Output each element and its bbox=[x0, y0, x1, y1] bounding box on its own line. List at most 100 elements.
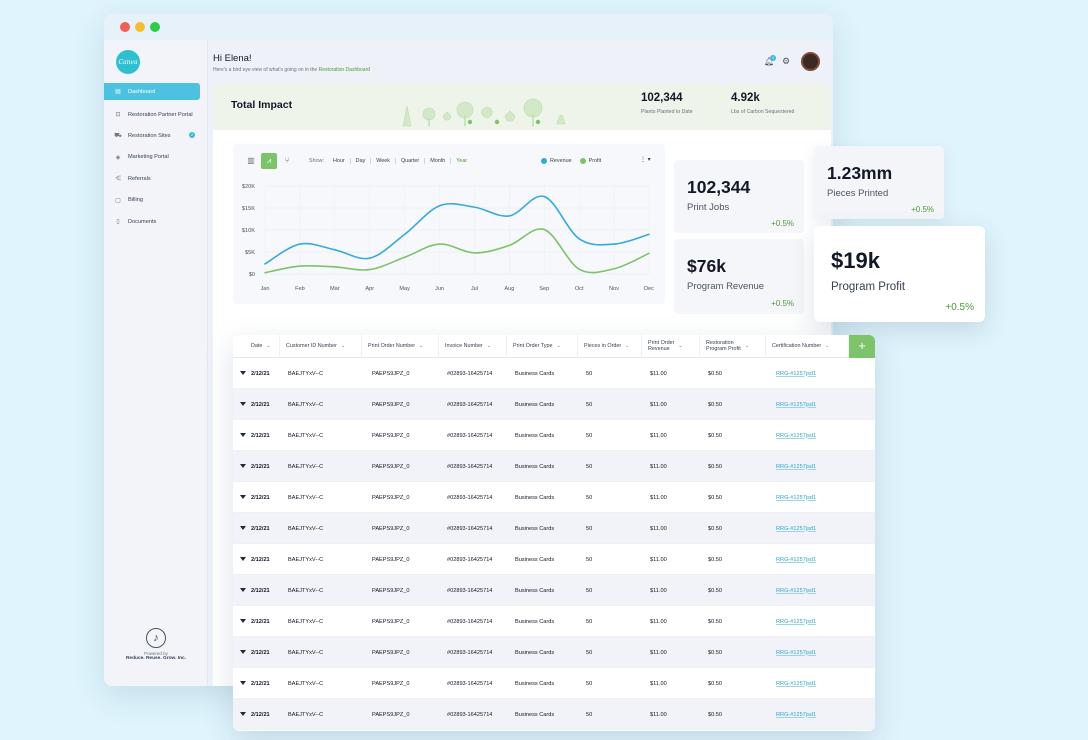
minimize-window-button[interactable] bbox=[135, 22, 145, 32]
bar-chart-icon[interactable]: ▥ bbox=[247, 156, 255, 165]
sort-chevron-icon[interactable]: ⌄ bbox=[419, 342, 424, 349]
cell-certification-number[interactable]: RRG-#1257jsd1 bbox=[776, 711, 817, 718]
table-row[interactable]: 2/12/21 BAEJTYxV--C PAEPS9JPZ_0 #02893-1642… bbox=[233, 637, 875, 668]
period-day[interactable]: Day bbox=[351, 158, 372, 164]
sidebar-item-dashboard[interactable]: ▤ Dashboard bbox=[104, 83, 200, 100]
cell-customer-id: BAEJTYxV--C bbox=[288, 463, 324, 470]
cell-customer-id: BAEJTYxV--C bbox=[288, 587, 324, 594]
expand-row-icon[interactable] bbox=[240, 464, 246, 468]
expand-row-icon[interactable] bbox=[240, 588, 246, 592]
bell-icon[interactable]: 🔔︎ bbox=[764, 57, 775, 66]
cell-certification-number[interactable]: RRG-#1257jsd1 bbox=[776, 494, 817, 501]
period-hour[interactable]: Hour bbox=[328, 158, 351, 164]
column-header-certification-number[interactable]: Certification Number ⌄ bbox=[766, 335, 849, 358]
column-header-print-order-number[interactable]: Print Order Number ⌄ bbox=[362, 335, 439, 358]
cell-certification-number[interactable]: RRG-#1257jsd1 bbox=[776, 370, 817, 377]
gear-icon[interactable]: ⚙ bbox=[782, 56, 791, 66]
expand-row-icon[interactable] bbox=[240, 371, 246, 375]
sort-chevron-icon[interactable]: ⌄ bbox=[266, 342, 271, 349]
close-window-button[interactable] bbox=[120, 22, 130, 32]
legend-profit[interactable]: Profit bbox=[588, 158, 602, 164]
period-year[interactable]: Year bbox=[456, 158, 468, 164]
sidebar-item-restoration-partner-portal[interactable]: ⊡ Restoration Partner Portal bbox=[104, 104, 200, 125]
sort-chevron-icon[interactable]: ⌄ bbox=[825, 342, 830, 349]
expand-row-icon[interactable] bbox=[240, 681, 246, 685]
period-week[interactable]: Week bbox=[371, 158, 396, 164]
avatar[interactable] bbox=[801, 52, 820, 71]
expand-row-icon[interactable] bbox=[240, 526, 246, 530]
table-row[interactable]: 2/12/21 BAEJTYxV--C PAEPS9JPZ_0 #02893-1642… bbox=[233, 451, 875, 482]
cell-print-order-revenue: $11.00 bbox=[650, 370, 667, 377]
cell-certification-number[interactable]: RRG-#1257jsd1 bbox=[776, 401, 817, 408]
expand-row-icon[interactable] bbox=[240, 557, 246, 561]
show-label: Show: bbox=[309, 158, 324, 164]
table-row[interactable]: 2/12/21 BAEJTYxV--C PAEPS9JPZ_0 #02893-1642… bbox=[233, 420, 875, 451]
canva-logo[interactable]: Canva bbox=[116, 50, 140, 74]
line-chart-icon[interactable]: ⩘ bbox=[261, 153, 277, 169]
kpi-change: +0.5% bbox=[911, 205, 934, 214]
sort-chevron-icon[interactable]: ⌄ bbox=[340, 342, 346, 349]
expand-row-icon[interactable] bbox=[240, 712, 246, 716]
table-row[interactable]: 2/12/21 BAEJTYxV--C PAEPS9JPZ_0 #02893-1642… bbox=[233, 389, 875, 420]
cell-certification-number[interactable]: RRG-#1257jsd1 bbox=[776, 525, 817, 532]
cell-certification-number[interactable]: RRG-#1257jsd1 bbox=[776, 432, 817, 439]
cell-print-order-number: PAEPS9JPZ_0 bbox=[372, 587, 410, 594]
series-line-revenue[interactable] bbox=[264, 195, 650, 265]
branch-chart-icon[interactable]: ⑂ bbox=[284, 156, 290, 165]
sidebar-item-documents[interactable]: ▯ Documents bbox=[104, 211, 200, 232]
table-row[interactable]: 2/12/21 BAEJTYxV--C PAEPS9JPZ_0 #02893-1642… bbox=[233, 482, 875, 513]
sidebar-item-billing[interactable]: ▢ Billing bbox=[104, 190, 200, 211]
column-header-date[interactable]: Date ⌄ bbox=[233, 335, 280, 358]
expand-row-icon[interactable] bbox=[240, 619, 246, 623]
period-month[interactable]: Month bbox=[425, 158, 452, 164]
cell-date: 2/12/21 bbox=[251, 494, 270, 501]
expand-row-icon[interactable] bbox=[240, 402, 246, 406]
cell-certification-number[interactable]: RRG-#1257jsd1 bbox=[776, 587, 817, 594]
legend-revenue[interactable]: Revenue bbox=[550, 158, 572, 164]
table-row[interactable]: 2/12/21 BAEJTYxV--C PAEPS9JPZ_0 #02893-1642… bbox=[233, 513, 875, 544]
sidebar-item-referrals[interactable]: ⋲ Referrals bbox=[104, 168, 200, 189]
plants-planted-value: 102,344 bbox=[641, 92, 683, 104]
sort-chevron-icon[interactable]: ⌄ bbox=[625, 342, 630, 349]
series-line-profit[interactable] bbox=[264, 228, 650, 274]
table-row[interactable]: 2/12/21 BAEJTYxV--C PAEPS9JPZ_0 #02893-1642… bbox=[233, 699, 875, 730]
maximize-window-button[interactable] bbox=[150, 22, 160, 32]
column-header-restoration-program-profit[interactable]: Restoration Program Profit ⌄ bbox=[700, 335, 766, 358]
sidebar-item-marketing-portal[interactable]: ◈ Marketing Portal bbox=[104, 147, 200, 168]
column-header-pieces-in-order[interactable]: Pieces in Order ⌄ bbox=[578, 335, 642, 358]
column-header-print-order-type[interactable]: Print Order Type ⌄ bbox=[507, 335, 578, 358]
cell-certification-number[interactable]: RRG-#1257jsd1 bbox=[776, 463, 817, 470]
sort-chevron-icon[interactable]: ⌄ bbox=[556, 342, 561, 349]
x-tick-label: Nov bbox=[609, 286, 619, 292]
expand-row-icon[interactable] bbox=[240, 495, 246, 499]
table-row[interactable]: 2/12/21 BAEJTYxV--C PAEPS9JPZ_0 #02893-1642… bbox=[233, 358, 875, 389]
sidebar-item-restoration-sites[interactable]: ⛟ Restoration Sites 2 bbox=[104, 125, 200, 146]
cell-certification-number[interactable]: RRG-#1257jsd1 bbox=[776, 680, 817, 687]
x-tick-label: Feb bbox=[295, 286, 305, 292]
column-header-invoice-number[interactable]: Invoice Number ⌄ bbox=[439, 335, 507, 358]
chart-menu-icon[interactable]: ⋮ ▾ bbox=[640, 157, 651, 163]
table-row[interactable]: 2/12/21 BAEJTYxV--C PAEPS9JPZ_0 #02893-1642… bbox=[233, 606, 875, 637]
restoration-dashboard-link[interactable]: Restoration Dashboard bbox=[318, 67, 371, 73]
sort-chevron-icon[interactable]: ⌄ bbox=[744, 342, 749, 349]
cell-customer-id: BAEJTYxV--C bbox=[288, 618, 324, 625]
sort-chevron-icon[interactable]: ⌄ bbox=[678, 342, 683, 349]
sort-chevron-icon[interactable]: ⌄ bbox=[486, 342, 491, 349]
cell-print-order-revenue: $11.00 bbox=[650, 432, 667, 439]
cell-print-order-number: PAEPS9JPZ_0 bbox=[372, 711, 410, 718]
cell-print-order-number: PAEPS9JPZ_0 bbox=[372, 494, 410, 501]
period-quarter[interactable]: Quarter bbox=[396, 158, 426, 164]
table-row[interactable]: 2/12/21 BAEJTYxV--C PAEPS9JPZ_0 #02893-1642… bbox=[233, 575, 875, 606]
column-header-print-order-revenue[interactable]: Print Order Revenue ⌄ bbox=[642, 335, 700, 358]
add-column-button[interactable]: + bbox=[849, 335, 875, 358]
cell-certification-number[interactable]: RRG-#1257jsd1 bbox=[776, 556, 817, 563]
table-row[interactable]: 2/12/21 BAEJTYxV--C PAEPS9JPZ_0 #02893-1642… bbox=[233, 544, 875, 575]
cell-certification-number[interactable]: RRG-#1257jsd1 bbox=[776, 618, 817, 625]
expand-row-icon[interactable] bbox=[240, 433, 246, 437]
cell-certification-number[interactable]: RRG-#1257jsd1 bbox=[776, 649, 817, 656]
table-row[interactable]: 2/12/21 BAEJTYxV--C PAEPS9JPZ_0 #02893-1642… bbox=[233, 668, 875, 699]
cell-print-order-type: Business Cards bbox=[515, 463, 555, 470]
expand-row-icon[interactable] bbox=[240, 650, 246, 654]
column-header-customer-id[interactable]: Customer ID Number ⌄ bbox=[280, 335, 362, 358]
cell-invoice-number: #02893-16425714 bbox=[447, 432, 493, 439]
